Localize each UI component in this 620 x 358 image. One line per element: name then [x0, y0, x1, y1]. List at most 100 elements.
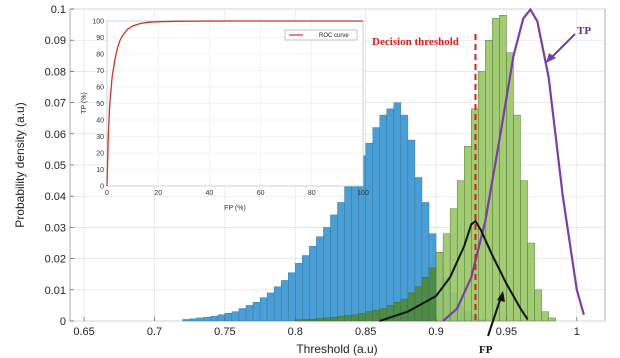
- y-axis-ticks: 0 0.01 0.02 0.03 0.04 0.05 0.06 0.07 0.08 0.09 0.1: [45, 4, 74, 328]
- inset-y-tick-label: 100: [92, 19, 104, 26]
- tp-arrow-line: [550, 33, 576, 59]
- hist-bar-series-1: [393, 102, 402, 322]
- hist-bar-series-1: [323, 227, 331, 322]
- inset-y-axis-label: TP (%): [81, 92, 88, 114]
- x-tick-label: 0.75: [214, 326, 235, 338]
- x-tick-label: 0.95: [496, 326, 517, 338]
- inset-y-tick-label: 20: [96, 151, 104, 158]
- hist-bar-series-2: [393, 302, 402, 322]
- hist-bar-series-1: [259, 297, 268, 322]
- hist-bar-series-1: [344, 186, 352, 322]
- inset-y-tick-label: 50: [96, 101, 104, 108]
- inset-x-tick-label: 20: [154, 190, 162, 197]
- decision-threshold-label: Decision threshold: [372, 36, 459, 48]
- inset-y-ticks: 0 10 20 30 40 50 60 70 80 90 100: [92, 19, 104, 191]
- inset-y-tick-label: 40: [96, 118, 104, 125]
- x-tick-label: 0.65: [73, 326, 94, 338]
- hist-bar-series-2: [548, 317, 556, 322]
- hist-bar-series-2: [309, 318, 317, 322]
- inset-legend-label: ROC curve: [319, 33, 349, 39]
- y-axis-label: Probability density (a.u): [13, 102, 27, 227]
- hist-bar-series-1: [386, 108, 395, 322]
- histogram-series-2: [295, 15, 556, 322]
- hist-bar-series-1: [316, 236, 324, 322]
- fp-fit-curve: [379, 219, 529, 322]
- x-tick-label: 0.85: [355, 326, 376, 338]
- hist-bar-series-2: [541, 311, 549, 322]
- hist-bar-series-2: [534, 289, 542, 322]
- inset-legend-box: [284, 29, 358, 41]
- hist-bar-series-1: [203, 317, 211, 322]
- hist-bar-series-1: [330, 214, 338, 322]
- y-tick-label: 0.01: [45, 285, 66, 297]
- fp-label: FP: [479, 344, 493, 356]
- hist-bar-series-2: [351, 314, 359, 322]
- inset-y-tick-label: 30: [96, 134, 104, 141]
- inset-x-tick-label: 100: [357, 190, 369, 197]
- hist-bar-series-1: [295, 263, 303, 322]
- hist-bar-series-1: [252, 302, 261, 322]
- hist-bar-series-1: [302, 255, 310, 322]
- y-tick-label: 0.07: [45, 98, 66, 110]
- fp-arrow-head: [497, 291, 505, 302]
- hist-bar-series-1: [238, 308, 247, 322]
- inset-roc-chart: 0 20 40 60 80 100 0 10 20 30 40 50 60 70 80 90 100 FP (…: [81, 19, 369, 213]
- fit-curves: [379, 7, 585, 322]
- hist-bar-series-2: [400, 298, 409, 322]
- hist-bar-series-2: [520, 180, 528, 322]
- hist-bar-series-1: [400, 114, 409, 322]
- y-tick-label: 0: [60, 316, 66, 328]
- tp-fit-curve: [442, 7, 585, 322]
- hist-bar-series-1: [224, 313, 233, 322]
- hist-bar-series-1: [266, 292, 275, 322]
- hist-bar-series-2: [337, 316, 345, 322]
- y-tick-label: 0.02: [45, 254, 66, 266]
- y-tick-label: 0.09: [45, 35, 66, 47]
- fp-arrow-line: [487, 296, 502, 337]
- inset-x-tick-label: 60: [257, 190, 265, 197]
- inset-y-tick-label: 0: [100, 184, 104, 191]
- hist-bar-series-1: [365, 142, 373, 322]
- tp-arrow-head: [546, 53, 556, 63]
- x-axis-ticks: 0.65 0.7 0.75 0.8 0.85 0.9 0.95 1: [73, 317, 580, 338]
- x-tick-label: 1: [574, 326, 580, 338]
- hist-bar-series-1: [379, 114, 387, 322]
- inset-x-ticks: 0 20 40 60 80 100: [105, 190, 369, 197]
- hist-bar-series-1: [280, 280, 289, 322]
- x-tick-label: 0.8: [288, 326, 303, 338]
- inset-y-tick-label: 60: [96, 85, 104, 92]
- hist-bar-series-2: [344, 315, 352, 322]
- hist-bar-series-1: [217, 314, 226, 322]
- hist-bar-series-1: [372, 127, 380, 322]
- hist-bar-series-2: [513, 114, 521, 322]
- hist-bar-series-2: [428, 267, 437, 322]
- hist-bar-series-2: [478, 71, 486, 322]
- inset-x-axis-label: FP (%): [224, 205, 246, 212]
- y-tick-label: 0.1: [51, 4, 66, 16]
- y-tick-label: 0.06: [45, 129, 66, 141]
- hist-bar-series-2: [527, 242, 535, 322]
- hist-bar-series-2: [323, 317, 331, 322]
- hist-bar-series-1: [182, 319, 190, 322]
- y-tick-label: 0.05: [45, 160, 66, 172]
- roc-curve-line: [106, 20, 363, 187]
- inset-y-tick-label: 10: [96, 167, 104, 174]
- inset-legend: ROC curve: [284, 29, 358, 41]
- hist-bar-series-1: [273, 286, 282, 322]
- hist-bar-series-1: [337, 202, 345, 322]
- hist-bar-series-1: [231, 311, 240, 322]
- x-tick-label: 0.9: [428, 326, 443, 338]
- hist-bar-series-2: [372, 309, 380, 322]
- x-tick-label: 0.7: [147, 326, 162, 338]
- inset-y-tick-label: 90: [96, 35, 104, 42]
- tp-label: TP: [577, 25, 591, 37]
- x-axis-label: Threshold (a.u): [296, 342, 377, 356]
- hist-bar-series-1: [245, 305, 254, 322]
- y-tick-label: 0.03: [45, 222, 66, 234]
- hist-bar-series-2: [421, 277, 430, 322]
- inset-y-tick-label: 70: [96, 68, 104, 75]
- y-tick-label: 0.08: [45, 66, 66, 78]
- hist-bar-series-2: [316, 318, 324, 322]
- hist-bar-series-2: [330, 317, 338, 322]
